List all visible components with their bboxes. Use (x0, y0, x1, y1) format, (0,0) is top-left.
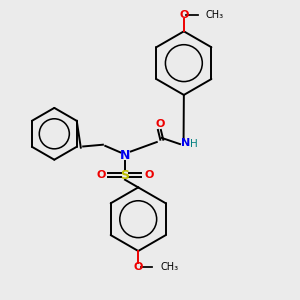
Text: N: N (181, 138, 190, 148)
Text: CH₃: CH₃ (160, 262, 178, 272)
Text: H: H (190, 139, 198, 149)
Text: O: O (144, 170, 154, 180)
Text: CH₃: CH₃ (206, 10, 224, 20)
Text: N: N (120, 149, 130, 162)
Text: S: S (121, 169, 130, 182)
Text: O: O (96, 170, 106, 180)
Text: O: O (134, 262, 143, 272)
Text: O: O (179, 10, 188, 20)
Text: O: O (156, 119, 165, 129)
